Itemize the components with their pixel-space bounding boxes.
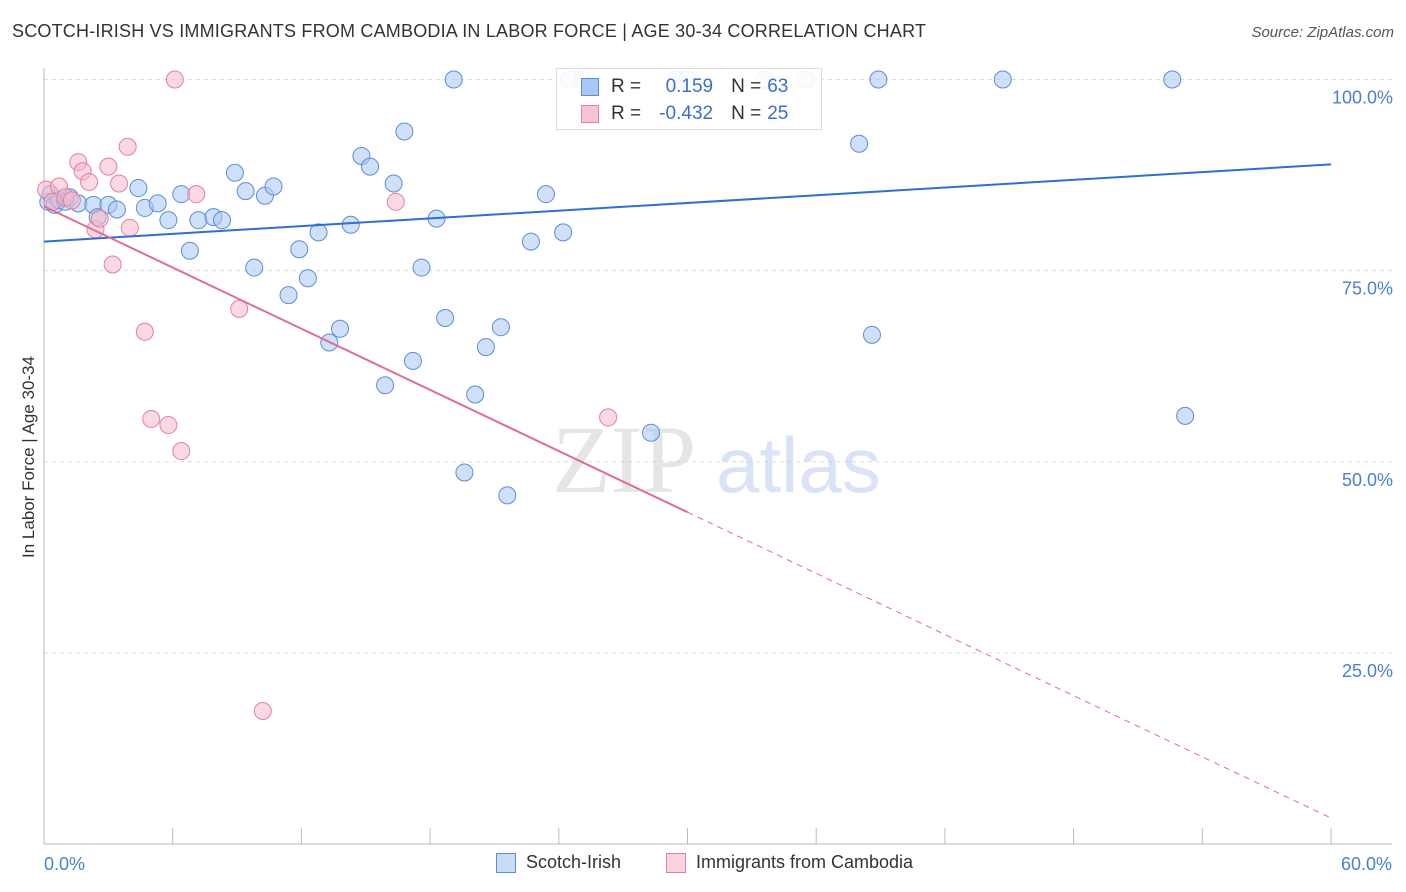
data-point-cambodia — [165, 70, 184, 89]
data-point-cambodia — [110, 174, 129, 193]
bottom-legend-label: Immigrants from Cambodia — [696, 852, 914, 872]
legend-swatch-pink — [581, 105, 599, 123]
y-tick-label: 50.0% — [1342, 470, 1393, 490]
data-point-scotch-irish — [403, 351, 422, 370]
x-tick-min: 0.0% — [44, 854, 85, 874]
data-point-scotch-irish — [148, 194, 167, 213]
y-tick-labels: 100.0% 75.0% 50.0% 25.0% — [1332, 88, 1393, 681]
stats-legend: R = 0.159 N = 63 R = -0.432 N = 25 — [556, 68, 822, 130]
data-point-cambodia — [187, 185, 206, 204]
chart-title: SCOTCH-IRISH VS IMMIGRANTS FROM CAMBODIA… — [12, 21, 927, 41]
data-point-cambodia — [386, 192, 405, 211]
legend-n-value: 63 — [767, 76, 789, 97]
bottom-legend-swatch-blue — [496, 852, 516, 873]
legend-r-label: R = — [611, 103, 642, 124]
data-point-cambodia — [80, 172, 99, 191]
x-ticks — [43, 828, 1332, 844]
y-tick-label: 75.0% — [1342, 279, 1393, 299]
trend-line-cambodia-extension — [687, 511, 1332, 819]
data-point-cambodia — [118, 137, 137, 156]
bottom-legend-swatch-pink — [666, 852, 686, 873]
data-point-scotch-irish — [309, 223, 328, 242]
legend-r-value: -0.432 — [659, 103, 714, 124]
data-point-cambodia — [103, 255, 122, 274]
data-point-scotch-irish — [172, 185, 191, 204]
data-point-scotch-irish — [384, 174, 403, 193]
data-point-scotch-irish — [476, 338, 495, 357]
data-point-scotch-irish — [993, 70, 1012, 89]
legend-row-scotch-irish: R = 0.159 N = 63 — [581, 75, 788, 99]
data-point-scotch-irish — [466, 385, 485, 404]
data-point-scotch-irish — [159, 211, 178, 230]
watermark-zip: ZIP — [552, 406, 696, 513]
data-point-scotch-irish — [412, 258, 431, 277]
legend-swatch-blue — [581, 78, 599, 96]
data-point-cambodia — [142, 409, 161, 428]
data-point-scotch-irish — [436, 309, 455, 328]
data-point-scotch-irish — [331, 319, 350, 338]
data-point-scotch-irish — [245, 258, 264, 277]
data-point-scotch-irish — [554, 223, 573, 242]
legend-n-value: 25 — [767, 103, 789, 124]
data-point-scotch-irish — [395, 122, 414, 141]
data-point-cambodia — [159, 416, 178, 435]
data-point-scotch-irish — [498, 486, 517, 505]
data-point-cambodia — [99, 157, 118, 176]
data-point-scotch-irish — [642, 423, 661, 442]
data-point-scotch-irish — [521, 232, 540, 251]
data-point-scotch-irish — [213, 211, 232, 230]
data-point-scotch-irish — [850, 134, 869, 153]
data-point-scotch-irish — [189, 211, 208, 230]
data-point-scotch-irish — [264, 177, 283, 196]
source-label: Source: ZipAtlas.com — [1251, 24, 1394, 41]
data-point-scotch-irish — [1163, 70, 1182, 89]
data-point-scotch-irish — [279, 286, 298, 305]
watermark-atlas: atlas — [716, 421, 881, 509]
trend-line-scotch-irish — [43, 163, 1332, 243]
data-point-scotch-irish — [129, 179, 148, 198]
data-point-cambodia — [230, 299, 249, 318]
legend-row-cambodia: R = -0.432 N = 25 — [581, 102, 788, 126]
data-point-scotch-irish — [236, 182, 255, 201]
data-point-scotch-irish — [107, 200, 126, 219]
data-point-cambodia — [599, 408, 618, 427]
data-point-scotch-irish — [290, 240, 309, 259]
data-point-scotch-irish — [298, 269, 317, 288]
data-point-scotch-irish — [536, 185, 555, 204]
data-point-scotch-irish — [361, 157, 380, 176]
data-point-scotch-irish — [491, 318, 510, 337]
data-point-scotch-irish — [1176, 406, 1195, 425]
data-point-cambodia — [253, 701, 272, 720]
data-point-scotch-irish — [376, 376, 395, 395]
data-point-cambodia — [62, 191, 81, 210]
data-point-cambodia — [90, 209, 109, 228]
gridlines — [44, 79, 1392, 654]
x-tick-max: 60.0% — [1341, 854, 1392, 874]
data-point-cambodia — [135, 322, 154, 341]
trend-lines — [43, 163, 1332, 819]
data-point-scotch-irish — [869, 70, 888, 89]
data-point-scotch-irish — [862, 325, 881, 344]
legend-r-label: R = — [611, 76, 642, 97]
data-point-scotch-irish — [225, 163, 244, 182]
bottom-legend-cambodia: Immigrants from Cambodia — [666, 852, 913, 873]
data-point-scotch-irish — [455, 463, 474, 482]
legend-n-label: N = — [731, 76, 762, 97]
legend-r-value: 0.159 — [665, 76, 714, 97]
bottom-legend-label: Scotch-Irish — [526, 852, 622, 872]
data-point-scotch-irish — [180, 241, 199, 260]
y-tick-label: 25.0% — [1342, 661, 1393, 681]
legend-n-label: N = — [731, 103, 762, 124]
bottom-legend-scotch-irish: Scotch-Irish — [496, 852, 621, 873]
data-point-cambodia — [120, 218, 139, 237]
data-point-scotch-irish — [444, 70, 463, 89]
y-tick-label: 100.0% — [1332, 88, 1393, 108]
data-point-cambodia — [172, 442, 191, 461]
data-point-scotch-irish — [341, 215, 360, 234]
series-cambodia-points — [37, 70, 618, 720]
trend-line-cambodia — [43, 205, 688, 514]
